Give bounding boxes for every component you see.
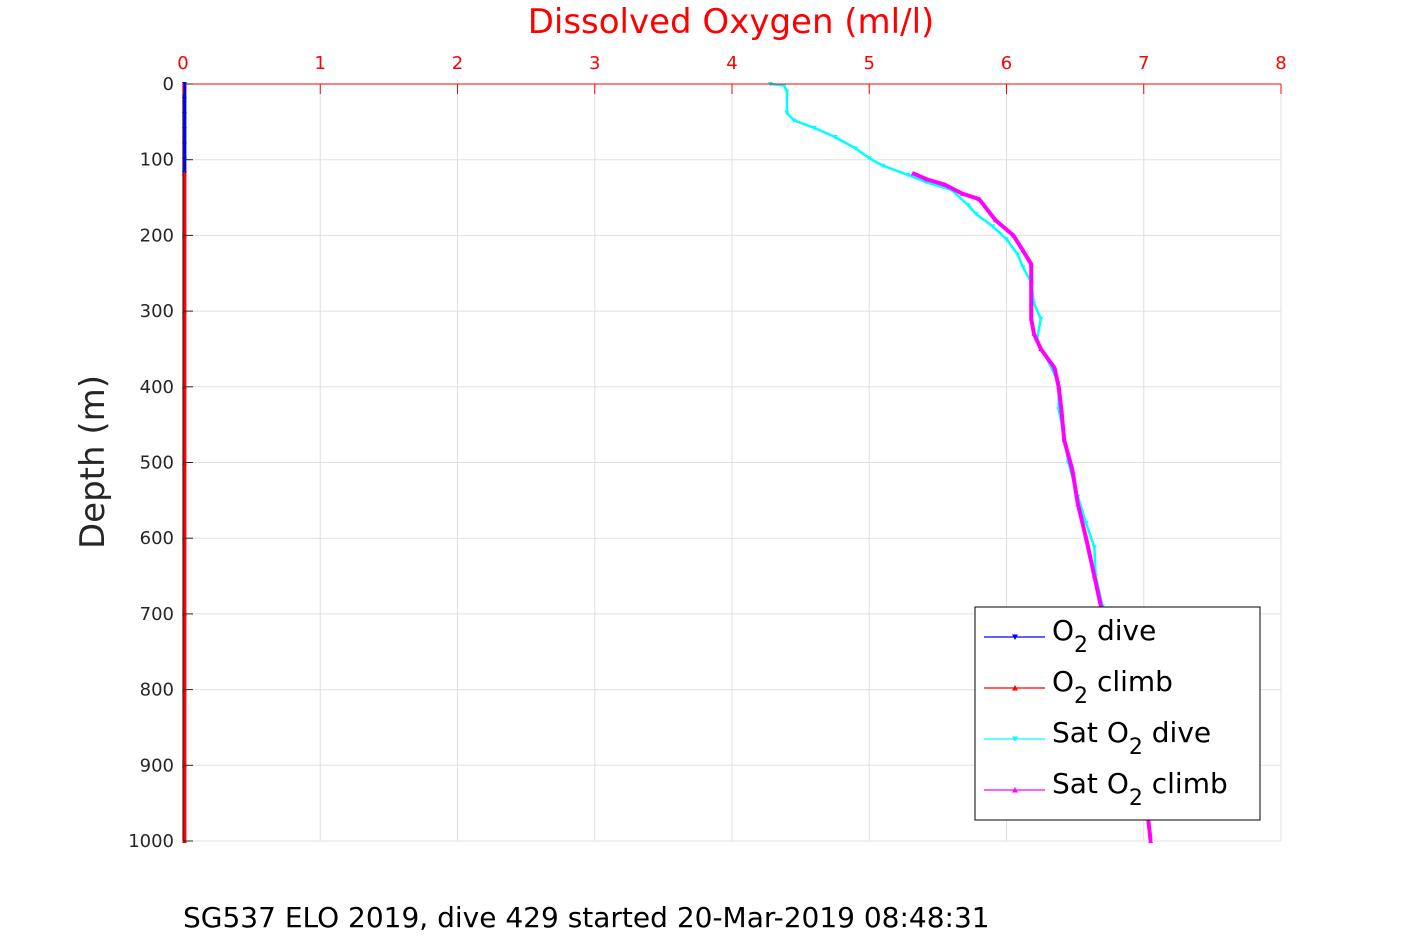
- data-point: [993, 217, 999, 223]
- data-point: [973, 212, 979, 217]
- legend-suffix: dive: [1088, 614, 1156, 647]
- legend-swatch-marker: [1012, 634, 1018, 640]
- legend-box: [974, 606, 1261, 821]
- data-point: [965, 203, 971, 208]
- grid: [182, 83, 1282, 842]
- x-tick-label: 7: [1138, 53, 1149, 74]
- data-point: [1020, 265, 1026, 270]
- x-axis-title: Dissolved Oxygen (ml/l): [528, 2, 935, 42]
- legend-label: O2 climb: [1052, 665, 1173, 709]
- series-2: [767, 82, 1106, 609]
- legend-main: O: [1107, 716, 1129, 749]
- data-point: [905, 172, 911, 178]
- x-tick-label: 3: [589, 53, 600, 74]
- data-point: [1028, 316, 1034, 321]
- data-point: [1075, 501, 1081, 507]
- data-point: [1038, 316, 1044, 322]
- data-point: [781, 83, 787, 89]
- y-tick-label: 300: [140, 301, 174, 322]
- data-point: [811, 125, 817, 131]
- y-tick-label: 500: [140, 453, 174, 474]
- x-tick-label: 6: [1001, 53, 1012, 74]
- data-point: [976, 196, 982, 202]
- legend-label: Sat O2 dive: [1052, 716, 1211, 760]
- y-tick-label: 600: [140, 528, 174, 549]
- data-point: [1004, 237, 1009, 242]
- data-point: [880, 163, 886, 169]
- x-tick-label: 4: [726, 53, 737, 74]
- legend-suffix: climb: [1143, 767, 1228, 800]
- series-line: [770, 82, 1104, 607]
- legend-label: O2 dive: [1052, 614, 1156, 658]
- y-tick-label: 200: [140, 225, 174, 246]
- data-point: [791, 118, 797, 123]
- data-point: [1028, 261, 1034, 267]
- data-point: [910, 170, 916, 176]
- x-tick-label: 5: [864, 53, 875, 74]
- x-tick-label: 1: [315, 53, 326, 74]
- legend-main: O: [1107, 767, 1129, 800]
- y-tick-label: 0: [163, 74, 174, 95]
- dive-caption: SG537 ELO 2019, dive 429 started 20-Mar-…: [183, 901, 990, 934]
- y-axis-title: Depth (m): [73, 375, 113, 549]
- y-tick-label: 900: [140, 755, 174, 776]
- data-point: [1014, 252, 1020, 257]
- legend-suffix: climb: [1088, 665, 1173, 698]
- data-point: [1148, 838, 1154, 843]
- data-point: [1091, 545, 1097, 550]
- y-tick-label: 800: [140, 680, 174, 701]
- data-point: [832, 134, 838, 140]
- legend-main: O: [1052, 665, 1074, 698]
- data-point: [1028, 278, 1034, 283]
- data-point: [924, 176, 930, 182]
- data-point: [1031, 331, 1037, 336]
- legend-swatch-marker: [1012, 736, 1018, 742]
- y-tick-label: 400: [140, 377, 174, 398]
- y-tick-label: 1000: [128, 831, 174, 852]
- data-point: [1010, 232, 1016, 238]
- legend-swatch-marker: [1012, 787, 1018, 793]
- data-point: [960, 191, 966, 196]
- data-point: [866, 156, 872, 161]
- legend-swatch-marker: [1012, 685, 1018, 691]
- x-tick-label: 0: [177, 53, 188, 74]
- x-tick-label: 2: [452, 53, 463, 74]
- data-point: [942, 182, 948, 187]
- data-point: [1083, 521, 1089, 526]
- data-point: [1058, 407, 1064, 412]
- data-point: [1069, 467, 1075, 473]
- legend-subscript: 2: [1129, 786, 1143, 811]
- legend-prefix: Sat: [1052, 716, 1107, 749]
- y-tick-label: 100: [140, 150, 174, 171]
- data-point: [1020, 248, 1026, 253]
- data-point: [1052, 365, 1058, 370]
- legend-suffix: dive: [1143, 716, 1211, 749]
- data-point: [1028, 301, 1034, 306]
- legend-subscript: 2: [1129, 735, 1143, 760]
- data-point: [1091, 573, 1097, 579]
- data-point: [853, 146, 859, 151]
- legend-label: Sat O2 climb: [1052, 767, 1228, 811]
- data-point: [1038, 346, 1044, 351]
- legend-main: O: [1052, 614, 1074, 647]
- data-point: [1056, 384, 1062, 389]
- legend-subscript: 2: [1074, 684, 1088, 709]
- axes: 0 1 2 3 4 5 6 7 8 0 100 200 300 400 500 600 700 800 900 100…: [128, 53, 1287, 852]
- legend-prefix: Sat: [1052, 767, 1107, 800]
- data-point: [1083, 535, 1089, 541]
- data-point: [784, 110, 790, 116]
- y-tick-label: 700: [140, 604, 174, 625]
- legend-subscript: 2: [1074, 633, 1088, 658]
- data-point: [784, 89, 790, 95]
- data-point: [1061, 437, 1067, 442]
- x-tick-label: 8: [1275, 53, 1286, 74]
- data-point: [990, 224, 996, 229]
